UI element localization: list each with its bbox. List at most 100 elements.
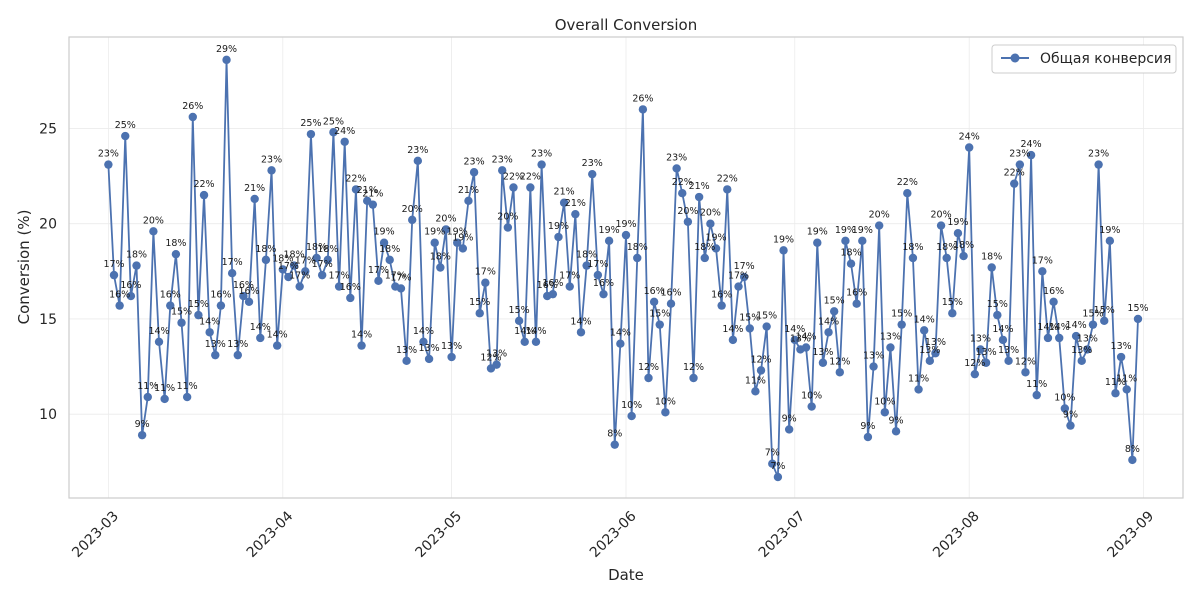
data-label: 24% [334,126,355,137]
data-point [514,316,524,326]
data-point [1049,297,1058,306]
data-label: 19% [615,219,636,230]
data-label: 16% [160,290,181,301]
data-label: 23% [666,152,687,163]
data-point [1060,404,1070,413]
data-point [531,337,541,346]
data-point [925,356,935,366]
data-point [706,219,715,228]
data-label: 14% [914,314,935,325]
data-point [177,318,186,327]
data-point [1094,160,1103,169]
data-label: 13% [441,341,462,352]
gridlines [69,37,1183,498]
data-label: 20% [677,206,698,217]
data-point [351,185,361,194]
data-point [824,328,833,337]
data-point [897,320,906,329]
data-point [340,137,349,146]
data-point [835,368,844,377]
data-point [475,309,484,318]
data-label: 19% [807,227,828,238]
data-point [1015,160,1025,169]
data-label: 16% [660,288,681,299]
data-label: 19% [773,234,794,245]
data-point [1026,150,1036,160]
data-label: 15% [1094,305,1115,316]
data-label: 17% [103,259,124,270]
data-label: 19% [599,225,620,236]
plot-area-frame [68,36,1184,499]
data-point [267,166,276,175]
data-label: 20% [143,215,164,226]
data-point [610,440,619,449]
data-point [1004,356,1013,366]
data-point [683,217,693,226]
data-label: 18% [902,242,923,253]
data-label: 13% [1077,333,1098,344]
data-point [537,160,546,169]
data-label: 13% [812,347,833,358]
data-point [582,261,591,270]
data-point [402,356,411,366]
data-point [739,272,749,282]
data-label: 9% [889,415,904,426]
y-tick-label: 25 [39,121,57,137]
data-point [773,472,783,482]
data-label: 18% [165,238,186,249]
data-point [998,335,1008,345]
data-label: 19% [452,232,473,243]
data-label: 14% [148,326,169,337]
data-label: 13% [925,337,946,348]
data-point [588,169,597,179]
data-label: 23% [492,154,513,165]
data-label: 15% [649,309,670,320]
data-label: 22% [717,173,738,184]
data-point [948,309,957,318]
data-label: 21% [565,198,586,209]
data-label: 25% [300,118,321,129]
data-point [430,238,439,247]
data-label: 12% [638,362,659,373]
data-point [627,411,636,421]
data-label: 9% [135,419,150,430]
data-point [768,459,777,468]
data-label: 17% [312,259,333,270]
data-label: 12% [750,354,771,365]
data-labels: 23%17%16%25%16%18%9%11%20%14%11%16%18%15… [98,44,1149,472]
data-point [599,289,608,299]
data-label: 16% [846,288,867,299]
data-label: 16% [537,280,558,291]
data-label: 18% [255,244,276,255]
data-point [458,244,468,253]
data-label: 12% [683,362,704,373]
data-label: 10% [655,396,676,407]
data-point [858,236,867,246]
data-label: 17% [734,261,755,272]
data-label: 14% [525,326,546,337]
data-label: 17% [475,267,496,278]
data-label: 18% [379,244,400,255]
data-point [1071,331,1081,341]
data-label: 19% [374,227,395,238]
data-label: 21% [554,187,575,198]
data-point [1100,316,1109,326]
data-label: 10% [621,400,642,411]
data-point [700,253,709,263]
data-point [295,282,304,291]
data-label: 22% [672,177,693,188]
data-label: 19% [447,227,468,238]
data-point [633,253,642,263]
data-label: 17% [587,259,608,270]
data-point [306,129,316,139]
data-label: 16% [233,280,254,291]
data-point [239,291,248,301]
data-label: 19% [705,232,726,243]
data-point [1032,390,1041,400]
data-label: 18% [430,252,451,263]
data-point [481,278,490,287]
data-label: 14% [795,332,816,343]
data-label: 18% [272,253,293,264]
data-label: 14% [1037,322,1058,333]
data-label: 23% [582,158,603,169]
